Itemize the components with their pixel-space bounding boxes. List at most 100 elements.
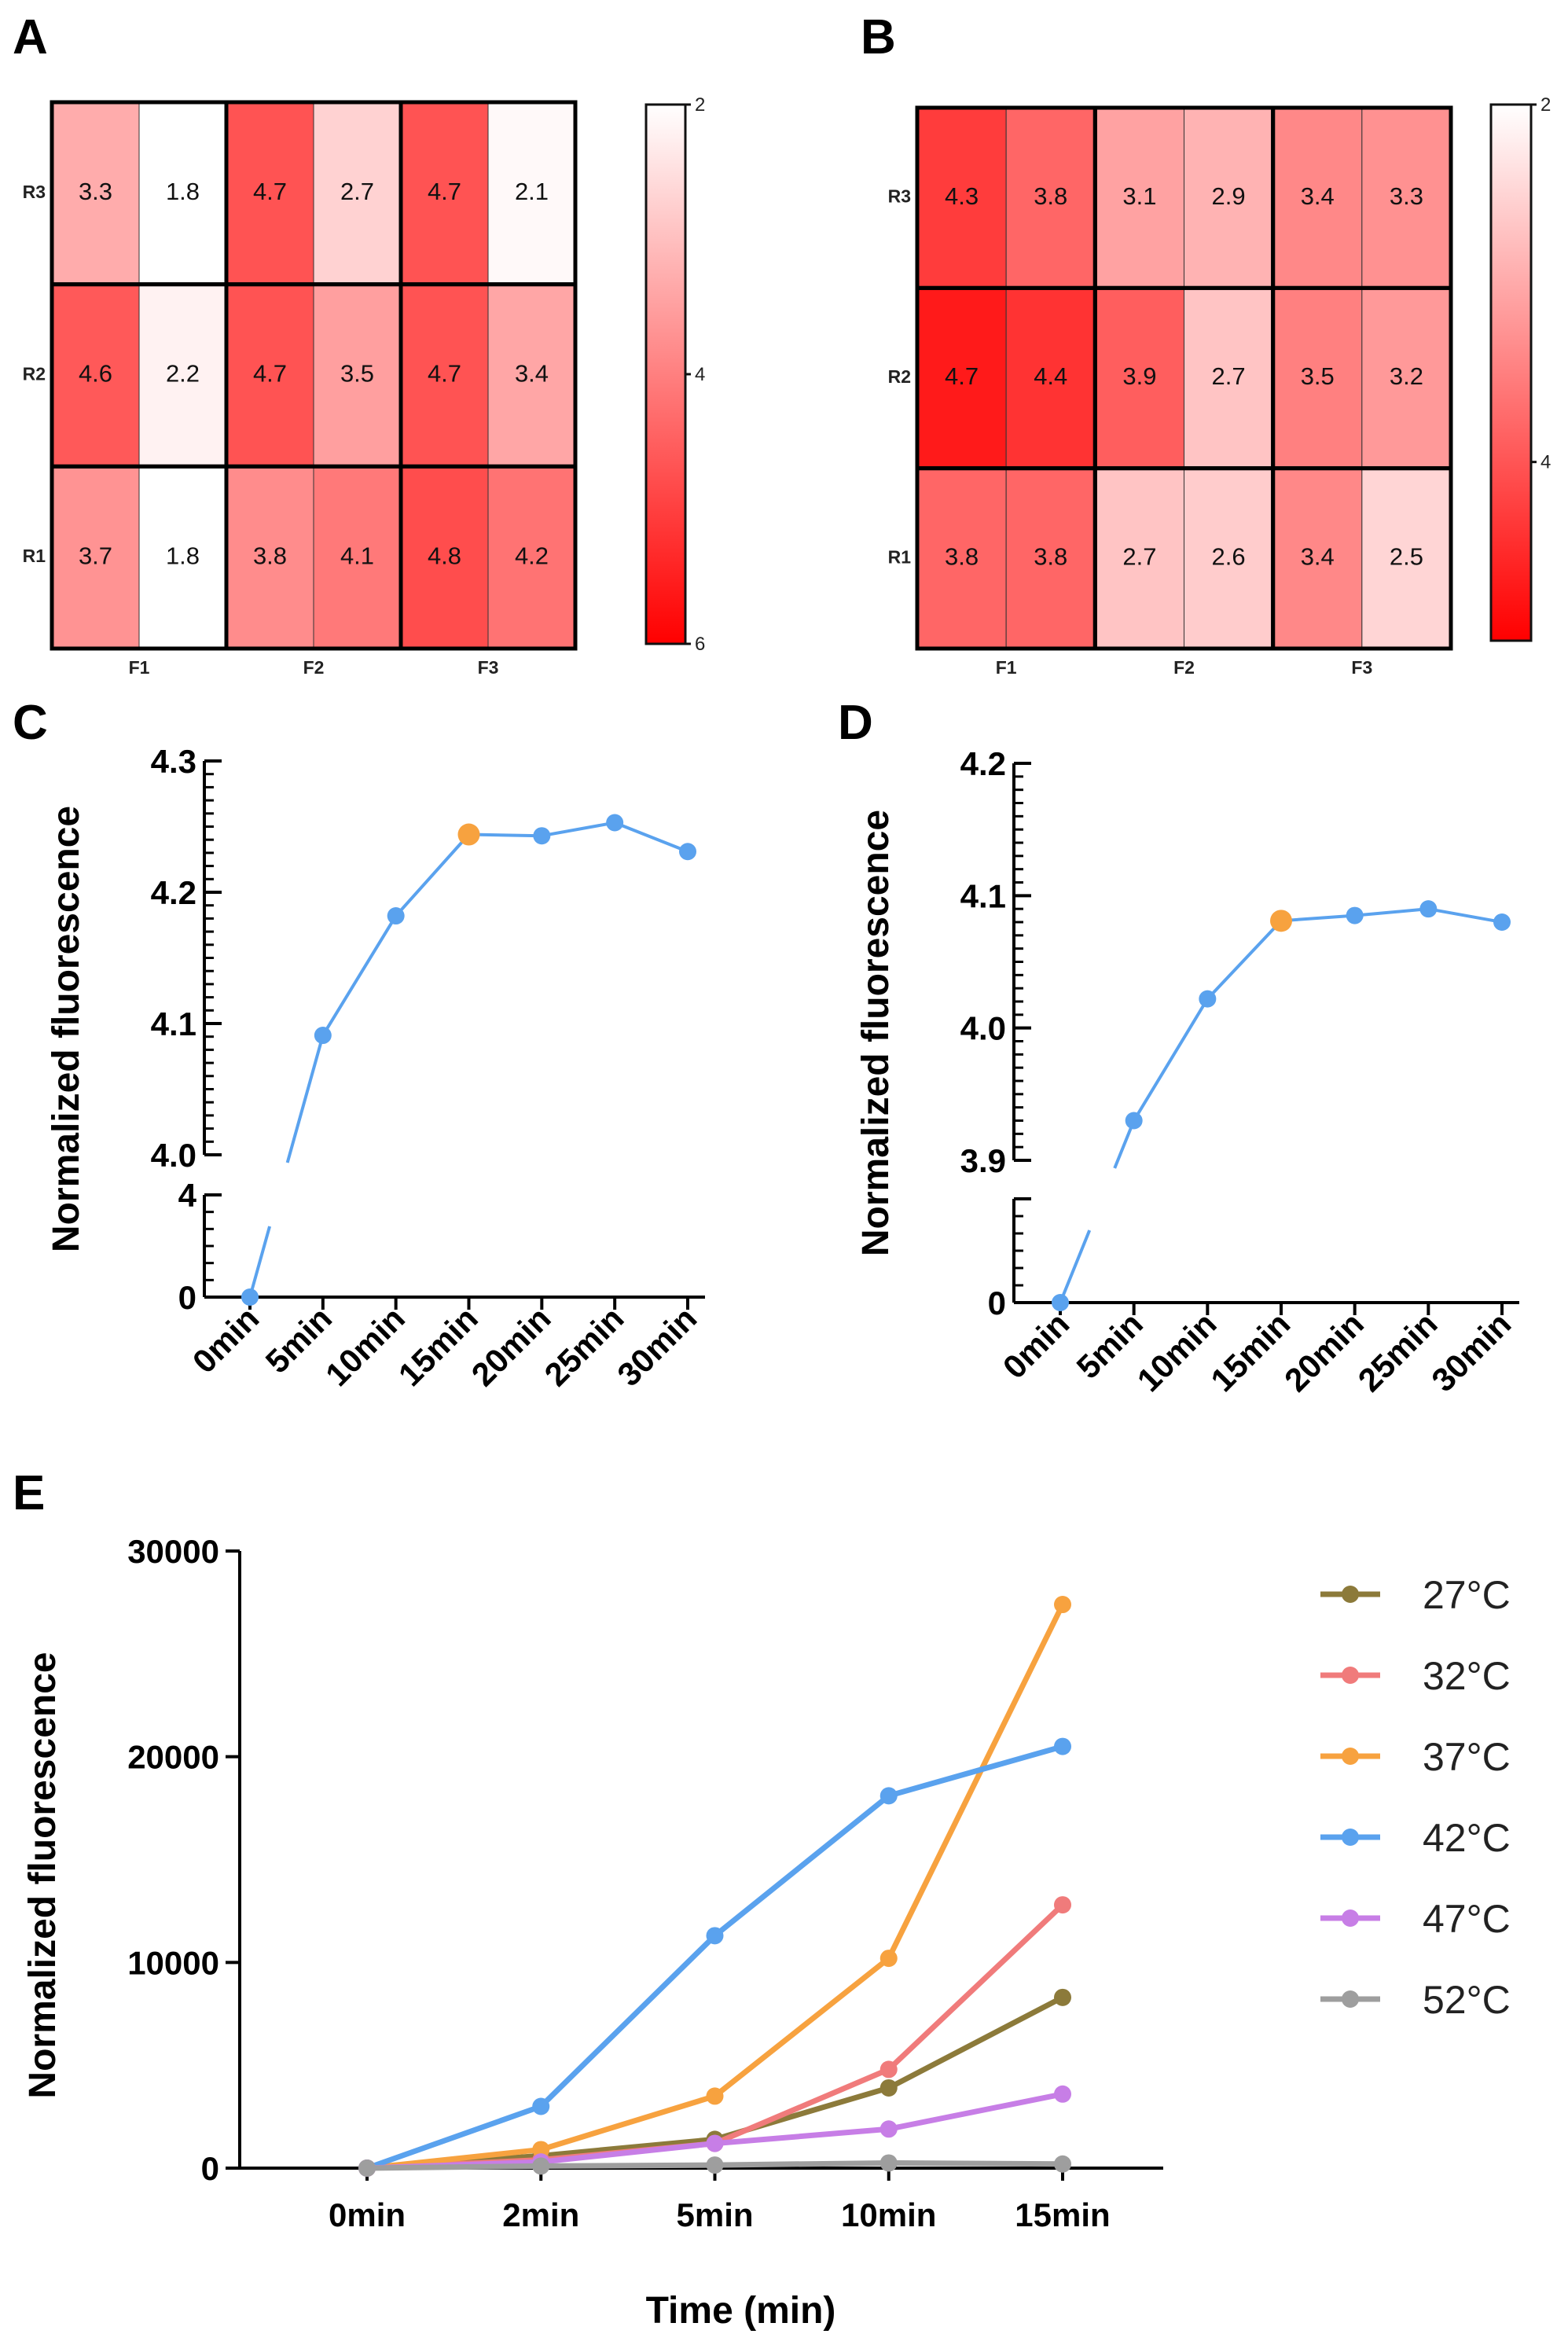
data-point (1054, 2155, 1071, 2173)
heatmap-cell-value: 4.7 (253, 178, 287, 205)
heatmap-cell-value: 3.4 (515, 360, 549, 388)
colorbar-tick-label: 4 (1540, 452, 1551, 473)
x-tick-label: 0min (185, 1299, 266, 1380)
heatmap-cell (1272, 287, 1363, 469)
heatmap-column-label: F1 (996, 657, 1017, 678)
heatmap-cell (1361, 287, 1452, 469)
heatmap-row-label: R2 (888, 366, 911, 387)
series-line (541, 821, 615, 838)
heatmap-cell-value: 2.7 (1122, 543, 1156, 571)
y-axis-title: Normalized fluorescence (46, 806, 87, 1252)
heatmap-cell-value: 4.7 (253, 360, 287, 388)
heatmap-group-border (398, 464, 578, 651)
heatmap-cell (1361, 107, 1452, 289)
data-point (706, 2134, 724, 2152)
colorbar (644, 103, 687, 645)
heatmap-column-label: F2 (1173, 657, 1195, 678)
heatmap-row-label: R3 (888, 186, 911, 207)
y-tick-label: 4.2 (960, 745, 1006, 782)
heatmap-cell-value: 4.7 (428, 360, 461, 388)
heatmap-cell (1005, 287, 1096, 469)
series-line (366, 1603, 1066, 2171)
data-point (1052, 1294, 1069, 1311)
y-tick-label: 4.0 (151, 1137, 196, 1174)
heatmap-cell (1272, 107, 1363, 289)
data-point (1346, 906, 1364, 924)
series-line (285, 1035, 325, 1163)
data-point (706, 2087, 724, 2105)
data-point (457, 823, 480, 846)
data-point (1493, 913, 1511, 931)
heatmap-cell-value: 3.1 (1122, 182, 1156, 210)
data-point (1270, 910, 1292, 932)
x-tick-label: 15min (1203, 1305, 1297, 1399)
line-chart-c: 4.04.14.24.3040min5min10min15min20min25m… (46, 743, 705, 1393)
heatmap-cell-value: 3.8 (1034, 182, 1067, 210)
series-line (614, 821, 689, 854)
data-point (879, 2079, 898, 2097)
heatmap-cell-value: 2.5 (1390, 543, 1423, 571)
data-point (1054, 1896, 1071, 1914)
heatmap-cell-value: 3.8 (1034, 543, 1067, 571)
y-tick-label: 20000 (127, 1739, 219, 1776)
line-chart-e: 0 10000 20000 30000 0min 2min 5min 10min 15min Ti… (22, 1533, 1511, 2332)
heatmap-row-label: R1 (888, 546, 912, 567)
data-point (358, 2159, 376, 2177)
legend-label: 32°C (1423, 1654, 1511, 1698)
heatmap-cell (51, 101, 140, 285)
colorbar-tick-label: 4 (695, 364, 705, 385)
legend-label: 27°C (1423, 1573, 1511, 1617)
legend-swatch-marker (1342, 1586, 1359, 1603)
data-point (1054, 2085, 1071, 2103)
heatmap-group-border (1271, 466, 1453, 651)
data-point (1125, 1112, 1143, 1130)
heatmap-cell (51, 465, 140, 649)
legend-label: 52°C (1423, 1978, 1511, 2022)
x-tick-label: 5min (676, 2196, 753, 2233)
panel-letter-e: E (13, 1466, 45, 1520)
series-line (365, 1744, 1063, 2171)
heatmap-cell-value: 3.5 (1301, 362, 1335, 390)
panel-letter-c: C (13, 696, 48, 750)
x-axis-title: Time (min) (646, 2290, 836, 2332)
heatmap-cell (313, 284, 402, 467)
data-point (706, 2156, 724, 2174)
legend-swatch-marker (1342, 1667, 1359, 1684)
heatmap-cell (1094, 468, 1185, 649)
data-point (606, 814, 624, 832)
series-line (1059, 1229, 1092, 1303)
heatmap-cell (487, 101, 576, 285)
data-point (1054, 1988, 1071, 2006)
x-tick-label: 15min (1015, 2196, 1110, 2233)
series-line (1427, 907, 1503, 924)
y-axis-title: Normalized fluorescence (22, 1652, 64, 2098)
heatmap-cell-value: 4.1 (340, 542, 374, 569)
heatmap-row-label: R3 (23, 182, 46, 202)
series-line (468, 833, 542, 838)
heatmap-cell-value: 2.7 (340, 178, 374, 205)
y-tick-label: 4.3 (151, 743, 196, 780)
heatmap-cell (1184, 287, 1274, 469)
heatmap-cell-value: 4.4 (1034, 362, 1067, 390)
colorbar-tick-label: 6 (695, 634, 705, 655)
data-point (879, 2060, 898, 2079)
heatmap-cell-value: 3.4 (1301, 543, 1335, 571)
y-tick-label: 3.9 (960, 1142, 1006, 1179)
heatmap-cell (1005, 107, 1096, 289)
heatmap-cell (1005, 468, 1096, 649)
heatmap-cell (1184, 107, 1274, 289)
data-point (879, 2120, 898, 2138)
heatmap-column-label: F2 (303, 657, 325, 678)
heatmap-cell-value: 2.9 (1212, 182, 1246, 210)
y-tick-label: 4.1 (151, 1005, 196, 1042)
heatmap-cell-value: 2.2 (166, 360, 200, 388)
heatmap-cell (400, 465, 489, 649)
data-point (241, 1288, 259, 1306)
series-line (1206, 919, 1283, 1001)
heatmap-row-label: R2 (23, 364, 46, 384)
heatmap-column-label: F3 (1351, 657, 1372, 678)
data-point (879, 1950, 898, 1968)
x-tick-label: 0min (996, 1305, 1077, 1386)
x-tick-label: 20min (1277, 1305, 1371, 1399)
y-tick-label: 10000 (127, 1944, 219, 1981)
